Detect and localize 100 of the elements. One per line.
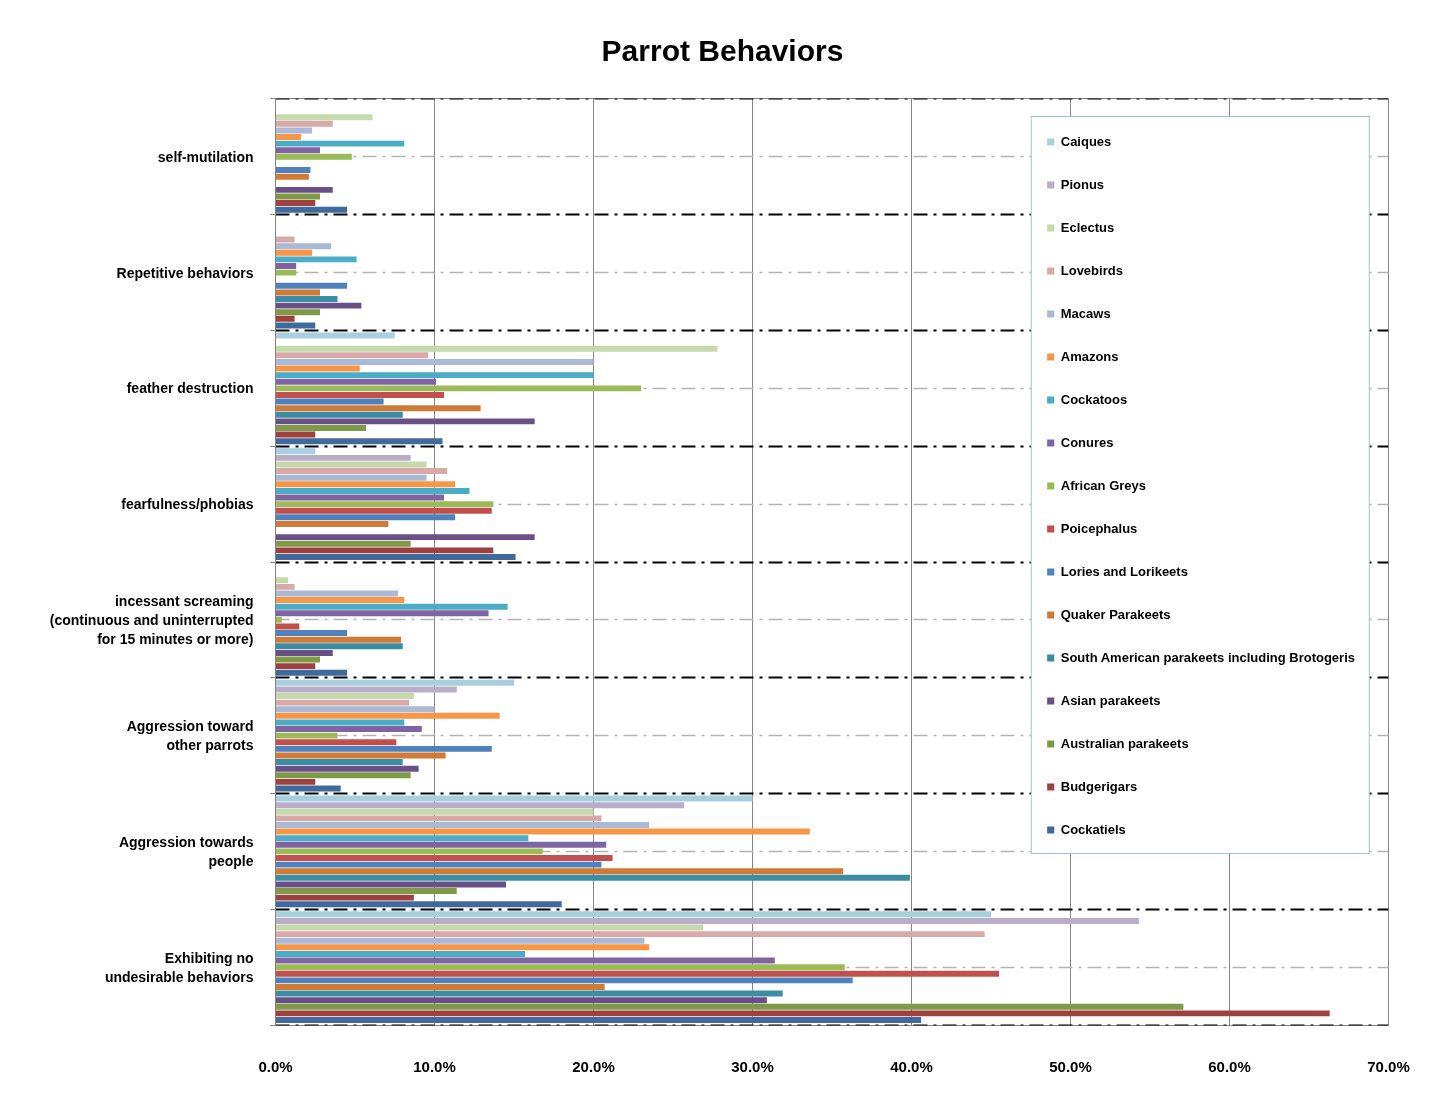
bar (275, 378, 437, 385)
bar (275, 917, 1139, 924)
x-tick-label: 50.0% (1049, 1057, 1092, 1075)
bar (275, 405, 481, 412)
bar (275, 487, 470, 494)
bar (275, 841, 607, 848)
bar (275, 745, 492, 752)
bar (275, 616, 282, 623)
bar (275, 583, 295, 590)
bar (275, 520, 389, 527)
y-tick-label: Exhibiting no undesirable behaviors (104, 949, 254, 985)
bar (275, 984, 605, 990)
y-tick-label: feather destruction (126, 380, 254, 397)
bar (275, 732, 338, 739)
bar (275, 1010, 1330, 1017)
y-tick-label: Aggression toward other parrots (126, 718, 254, 754)
y-tick-label: fearfulness/phobias (121, 496, 254, 513)
bar (275, 855, 613, 861)
bar (275, 997, 767, 1004)
bar (275, 874, 910, 881)
bar (275, 901, 562, 908)
bar (275, 468, 448, 475)
bar (275, 699, 410, 706)
legend-label: African Greys (1060, 476, 1147, 495)
bar (275, 693, 414, 699)
chart-title: Parrot Behaviors (600, 33, 845, 69)
bar (275, 352, 429, 359)
bar (275, 186, 333, 193)
bar (275, 114, 373, 121)
bar (275, 540, 411, 547)
bar (275, 249, 313, 256)
bar (275, 1003, 1184, 1010)
legend-label: Australian parakeets (1060, 734, 1189, 753)
legend-label: South American parakeets including Brotogeris (1060, 648, 1355, 667)
legend-label: Conures (1060, 433, 1114, 452)
bar (275, 772, 411, 779)
legend-label: Amazons (1060, 347, 1119, 366)
bar (275, 894, 414, 901)
bar (275, 385, 642, 392)
bar (275, 686, 457, 693)
bar (275, 322, 316, 329)
bar (275, 603, 508, 610)
bar (275, 822, 650, 828)
bar (275, 881, 507, 888)
bar (275, 590, 398, 597)
bar (275, 256, 357, 263)
bar (275, 481, 456, 488)
legend-label: Lovebirds (1060, 261, 1123, 280)
bar (275, 438, 443, 445)
bar (275, 431, 316, 438)
y-tick-label: incessant screaming (continuous and uninterrupted for 15 minutes or more) (49, 592, 254, 648)
bar (275, 944, 650, 951)
legend-label: Macaws (1060, 304, 1111, 323)
bar (275, 719, 405, 726)
bar (275, 547, 494, 554)
bar (275, 808, 594, 815)
bar (275, 501, 494, 508)
bar (275, 663, 316, 670)
bar (275, 815, 602, 822)
bar (275, 418, 535, 425)
bar (275, 553, 516, 560)
bar (275, 970, 999, 977)
bar (275, 269, 297, 276)
legend-label: Cockatoos (1060, 390, 1128, 409)
bar (275, 759, 403, 766)
x-tick-label: 30.0% (731, 1057, 774, 1075)
x-tick-label: 20.0% (572, 1057, 615, 1075)
bar (275, 795, 753, 802)
bar (275, 474, 427, 481)
bar (275, 365, 360, 372)
bar (275, 828, 810, 835)
bar (275, 507, 492, 514)
bar (275, 289, 321, 296)
legend-label: Asian parakeets (1060, 691, 1161, 710)
bar (275, 990, 783, 997)
bar (275, 706, 435, 713)
bar (275, 282, 348, 289)
bar (275, 868, 844, 875)
bar (275, 263, 297, 269)
bar (275, 597, 405, 604)
bar (275, 206, 348, 213)
bar (275, 153, 352, 160)
bar (275, 778, 316, 785)
bar (275, 726, 422, 733)
bar (275, 1017, 922, 1023)
x-tick-label: 10.0% (413, 1057, 456, 1075)
bar (275, 712, 500, 719)
bar (275, 134, 301, 140)
bar (275, 861, 602, 868)
bar (275, 243, 332, 250)
legend-label: Pionus (1060, 175, 1105, 194)
legend-label: Caiques (1060, 132, 1112, 151)
bar (275, 610, 489, 617)
bar (275, 669, 348, 676)
bar (275, 636, 402, 643)
bar (275, 127, 313, 134)
legend-label: Quaker Parakeets (1060, 605, 1171, 624)
bar (275, 345, 718, 352)
bar (275, 848, 543, 855)
bar (275, 391, 445, 398)
